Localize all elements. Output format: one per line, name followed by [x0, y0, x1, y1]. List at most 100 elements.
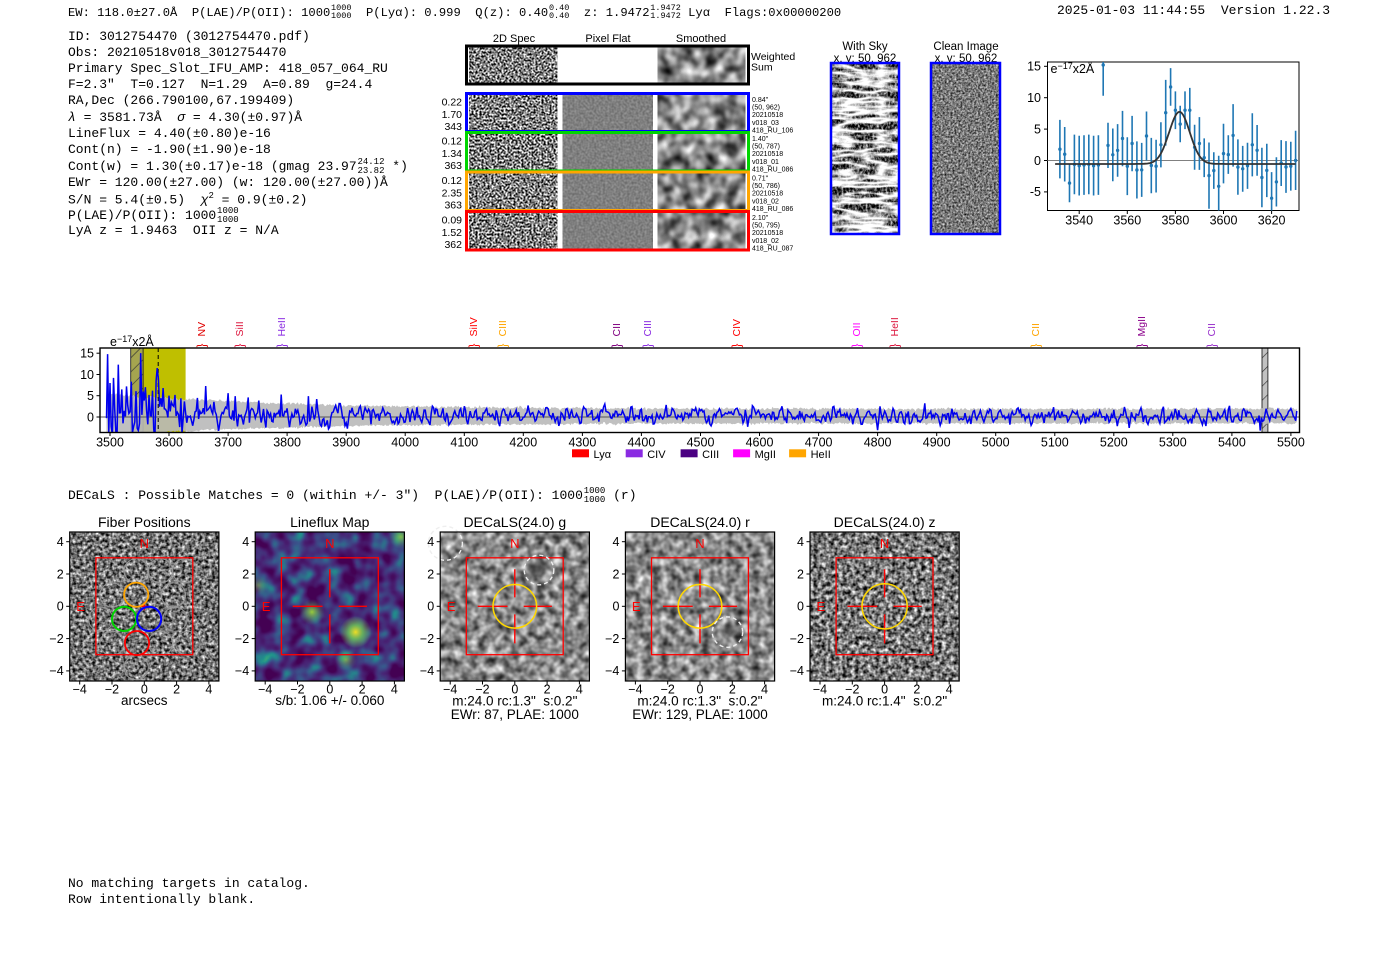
- svg-text:5500: 5500: [1277, 436, 1305, 450]
- svg-text:Fiber Positions: Fiber Positions: [98, 514, 191, 530]
- svg-text:2.35: 2.35: [442, 187, 463, 199]
- svg-text:3620: 3620: [1258, 214, 1286, 228]
- svg-text:0: 0: [427, 600, 434, 614]
- svg-text:Clean Image: Clean Image: [933, 41, 998, 53]
- svg-text:2: 2: [427, 567, 434, 581]
- svg-text:0.84": 0.84": [752, 97, 769, 104]
- svg-text:CIII: CIII: [497, 320, 509, 336]
- svg-text:3700: 3700: [214, 436, 242, 450]
- svg-text:0: 0: [612, 600, 619, 614]
- svg-text:−2: −2: [845, 683, 859, 697]
- svg-text:4: 4: [576, 683, 583, 697]
- svg-text:NV: NV: [196, 322, 208, 337]
- svg-text:{: {: [889, 344, 901, 348]
- svg-text:−4: −4: [49, 664, 63, 678]
- svg-text:CII: CII: [1206, 323, 1218, 336]
- svg-text:CIII: CIII: [702, 449, 719, 461]
- svg-text:4: 4: [427, 535, 434, 549]
- svg-text:4100: 4100: [450, 436, 478, 450]
- svg-text:E: E: [632, 599, 641, 614]
- svg-text:−4: −4: [790, 664, 804, 678]
- svg-text:CIV: CIV: [647, 449, 666, 461]
- svg-text:−2: −2: [290, 683, 304, 697]
- svg-text:2: 2: [57, 567, 64, 581]
- svg-text:N: N: [510, 536, 519, 551]
- svg-text:4: 4: [946, 683, 953, 697]
- svg-text:−2: −2: [605, 632, 619, 646]
- svg-text:EWr: 129, PLAE: 1000: EWr: 129, PLAE: 1000: [632, 707, 768, 722]
- svg-text:N: N: [695, 536, 704, 551]
- svg-text:−2: −2: [790, 632, 804, 646]
- svg-text:0.22: 0.22: [442, 97, 463, 109]
- svg-text:−2: −2: [475, 683, 489, 697]
- svg-text:2: 2: [729, 683, 736, 697]
- svg-text:−4: −4: [258, 683, 272, 697]
- svg-text:0: 0: [87, 410, 94, 424]
- svg-text:HeII: HeII: [889, 317, 901, 336]
- svg-text:0: 0: [797, 600, 804, 614]
- svg-text:3600: 3600: [155, 436, 183, 450]
- svg-text:5300: 5300: [1159, 436, 1187, 450]
- svg-text:4900: 4900: [923, 436, 951, 450]
- svg-text:−2: −2: [420, 632, 434, 646]
- svg-text:Lyα: Lyα: [594, 449, 612, 461]
- svg-text:2: 2: [359, 683, 366, 697]
- svg-text:2D Spec: 2D Spec: [493, 33, 536, 45]
- svg-text:2.10": 2.10": [752, 215, 769, 222]
- svg-text:20210518: 20210518: [752, 151, 783, 158]
- svg-text:DECaLS(24.0) r: DECaLS(24.0) r: [650, 514, 750, 530]
- svg-text:418_RU_086: 418_RU_086: [752, 206, 793, 213]
- svg-text:0: 0: [141, 683, 148, 697]
- svg-text:0.12: 0.12: [442, 136, 463, 148]
- svg-text:5000: 5000: [982, 436, 1010, 450]
- svg-text:5: 5: [87, 389, 94, 403]
- svg-text:2: 2: [612, 567, 619, 581]
- svg-text:{: {: [1136, 344, 1148, 348]
- svg-text:4000: 4000: [391, 436, 419, 450]
- svg-text:0: 0: [1034, 154, 1041, 168]
- svg-text:4: 4: [612, 535, 619, 549]
- svg-text:5100: 5100: [1041, 436, 1069, 450]
- svg-text:1.52: 1.52: [442, 227, 463, 239]
- svg-text:{: {: [234, 344, 246, 348]
- svg-text:−4: −4: [73, 683, 87, 697]
- svg-text:4400: 4400: [627, 436, 655, 450]
- svg-text:MgII: MgII: [755, 449, 776, 461]
- svg-text:4: 4: [57, 535, 64, 549]
- svg-text:4: 4: [797, 535, 804, 549]
- svg-text:4200: 4200: [509, 436, 537, 450]
- svg-text:N: N: [140, 536, 149, 551]
- svg-text:418_RU_106: 418_RU_106: [752, 127, 793, 134]
- svg-text:CIII: CIII: [642, 320, 654, 336]
- svg-text:4: 4: [242, 535, 249, 549]
- svg-text:0.12: 0.12: [442, 175, 463, 187]
- svg-text:Lineflux Map: Lineflux Map: [290, 514, 370, 530]
- svg-text:−2: −2: [661, 683, 675, 697]
- svg-text:4: 4: [205, 683, 212, 697]
- svg-text:3900: 3900: [332, 436, 360, 450]
- svg-text:{: {: [731, 344, 743, 348]
- svg-text:1.40": 1.40": [752, 136, 769, 143]
- svg-text:4500: 4500: [687, 436, 715, 450]
- svg-text:{: {: [642, 344, 654, 348]
- svg-text:2: 2: [173, 683, 180, 697]
- svg-text:v018_02: v018_02: [752, 198, 779, 205]
- svg-text:−2: −2: [105, 683, 119, 697]
- svg-text:363: 363: [444, 200, 462, 212]
- svg-text:2: 2: [242, 567, 249, 581]
- svg-text:3500: 3500: [96, 436, 124, 450]
- svg-text:{: {: [1030, 344, 1042, 348]
- svg-text:−4: −4: [443, 683, 457, 697]
- svg-text:3540: 3540: [1065, 214, 1093, 228]
- svg-text:SiII: SiII: [234, 321, 246, 336]
- svg-text:20210518: 20210518: [752, 230, 783, 237]
- svg-text:CII: CII: [611, 323, 623, 336]
- svg-text:s/b: 1.06 +/- 0.060: s/b: 1.06 +/- 0.060: [275, 693, 384, 708]
- svg-text:4800: 4800: [864, 436, 892, 450]
- svg-text:3800: 3800: [273, 436, 301, 450]
- svg-text:Smoothed: Smoothed: [676, 33, 726, 45]
- svg-text:0.09: 0.09: [442, 215, 463, 227]
- svg-text:418_RU_086: 418_RU_086: [752, 166, 793, 173]
- svg-text:10: 10: [80, 368, 94, 382]
- svg-text:E: E: [817, 599, 826, 614]
